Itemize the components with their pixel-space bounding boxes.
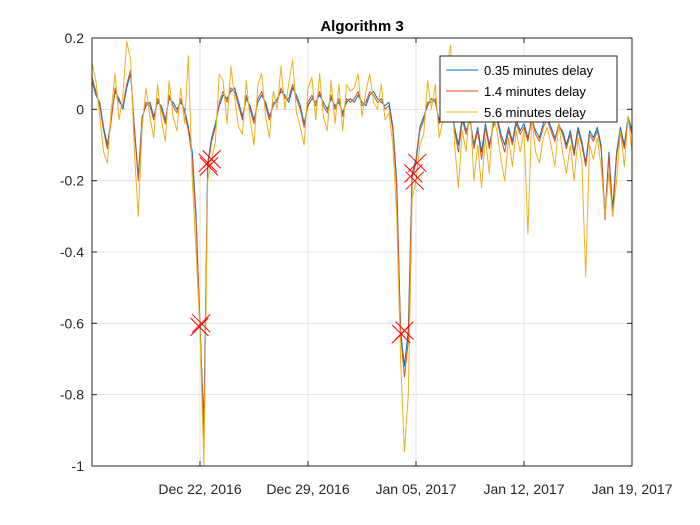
x-marker [191,313,211,333]
legend: 0.35 minutes delay 1.4 minutes delay 5.6 m… [439,55,618,123]
x-tick-label: Jan 12, 2017 [484,481,565,497]
legend-label-2: 1.4 minutes delay [484,84,586,99]
x-tick-label: Jan 19, 2017 [592,481,673,497]
legend-label-3: 5.6 minutes delay [484,105,586,120]
y-tick-label: -0.4 [60,244,84,260]
x-marker [407,153,427,173]
legend-label-1: 0.35 minutes delay [484,63,594,78]
marker-layer [190,149,427,344]
x-marker [405,171,425,191]
y-tick-label: -0.2 [60,173,84,189]
chart-title: Algorithm 3 [320,18,403,35]
legend-box [439,55,618,123]
y-tick-label: 0 [76,101,84,117]
y-tick-label: -1 [72,458,85,474]
series-line-3 [92,41,632,466]
y-tick-label: 0.2 [65,30,85,46]
x-marker [199,157,219,176]
x-marker [395,321,414,340]
x-marker [404,164,423,183]
x-tick-label: Dec 22, 2016 [158,481,241,497]
x-marker [202,149,221,169]
x-marker [190,317,209,337]
tick-labels: Dec 22, 2016 Dec 29, 2016 Jan 05, 2017 Jan … [60,30,673,497]
x-tick-label: Jan 05, 2017 [376,481,457,497]
axis-ticks [92,37,633,467]
y-tick-label: -0.8 [60,387,84,403]
y-tick-label: -0.6 [60,315,84,331]
x-tick-label: Dec 29, 2016 [266,481,349,497]
